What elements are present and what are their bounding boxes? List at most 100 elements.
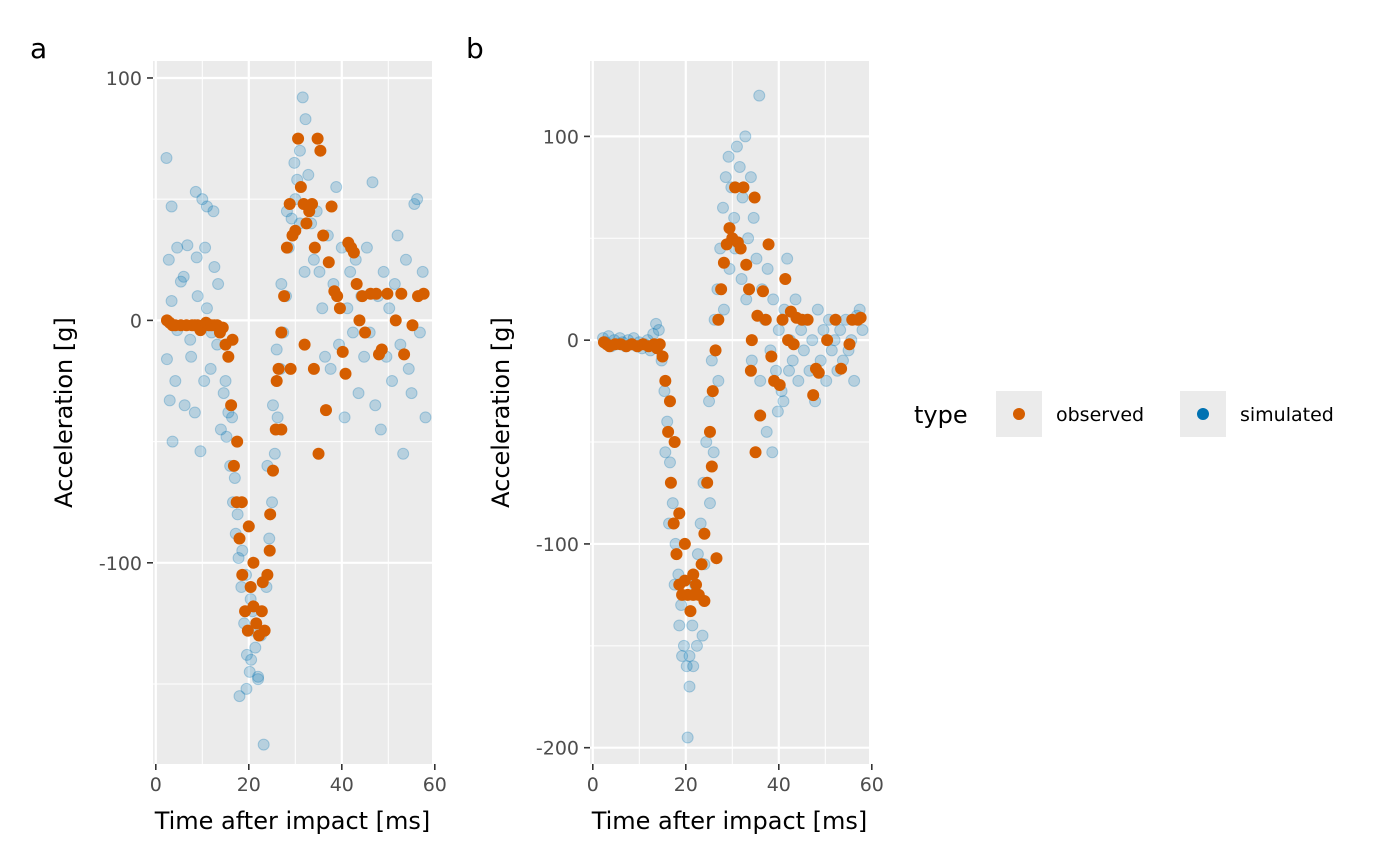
x-tick-label: 40: [330, 774, 354, 796]
panel-a: 0 20 40 60 -100 0 100 Time after impact [ms] Acc…: [30, 32, 447, 835]
point-simulated: [288, 156, 301, 169]
plot-background: [590, 61, 869, 764]
point-simulated: [293, 144, 306, 157]
point-simulated: [232, 551, 245, 564]
point-simulated: [717, 303, 730, 316]
point-observed: [801, 313, 814, 326]
point-observed: [294, 181, 307, 194]
point-simulated: [228, 471, 241, 484]
point-observed: [698, 527, 711, 540]
point-simulated: [848, 374, 861, 387]
point-observed: [659, 374, 672, 387]
series-observed: [160, 132, 430, 642]
point-simulated: [313, 265, 326, 278]
point-observed: [235, 496, 248, 509]
point-simulated: [200, 200, 213, 213]
point-simulated: [650, 317, 663, 330]
point-simulated: [220, 430, 233, 443]
point-simulated: [191, 290, 204, 303]
point-observed: [664, 476, 677, 489]
point-simulated: [745, 354, 758, 367]
x-tick-label: 0: [587, 774, 599, 796]
point-simulated: [298, 265, 311, 278]
point-simulated: [344, 265, 357, 278]
x-tick-label: 40: [767, 774, 791, 796]
point-observed: [668, 436, 681, 449]
point-observed: [807, 389, 820, 402]
point-observed: [375, 343, 388, 356]
point-simulated: [817, 323, 830, 336]
y-tick-label: 0: [567, 330, 579, 352]
point-observed: [754, 409, 767, 422]
point-simulated: [257, 738, 270, 751]
point-simulated: [198, 374, 211, 387]
point-observed: [821, 334, 834, 347]
point-observed: [306, 198, 319, 211]
point-observed: [225, 399, 238, 412]
point-simulated: [696, 629, 709, 642]
point-simulated: [792, 374, 805, 387]
point-observed: [734, 242, 747, 255]
point-simulated: [777, 395, 790, 408]
point-observed: [292, 132, 305, 145]
point-simulated: [705, 354, 718, 367]
point-simulated: [185, 350, 198, 363]
point-simulated: [736, 191, 749, 204]
point-observed: [417, 287, 430, 300]
point-simulated: [316, 302, 329, 315]
point-simulated: [825, 344, 838, 357]
point-observed: [395, 287, 408, 300]
point-simulated: [190, 251, 203, 264]
point-simulated: [266, 399, 279, 412]
point-observed: [347, 246, 360, 259]
point-observed: [244, 581, 257, 594]
point-simulated: [166, 435, 179, 448]
point-simulated: [181, 239, 194, 252]
point-observed: [227, 459, 240, 472]
point-observed: [241, 624, 254, 637]
point-simulated: [397, 447, 410, 460]
legend-label-observed: observed: [1056, 404, 1144, 426]
point-observed: [231, 435, 244, 448]
point-simulated: [231, 508, 244, 521]
point-simulated: [761, 262, 774, 275]
point-simulated: [178, 399, 191, 412]
point-observed: [389, 314, 402, 327]
point-simulated: [783, 364, 796, 377]
point-simulated: [165, 200, 178, 213]
point-simulated: [163, 394, 176, 407]
point-observed: [319, 404, 332, 417]
point-simulated: [226, 411, 239, 424]
point-observed: [701, 476, 714, 489]
x-tick-label: 60: [860, 774, 884, 796]
point-observed: [222, 350, 235, 363]
point-observed: [684, 605, 697, 618]
point-observed: [247, 556, 260, 569]
y-axis-title: Acceleration [g]: [50, 317, 78, 508]
x-tick-label: 20: [674, 774, 698, 796]
point-simulated: [165, 294, 178, 307]
point-observed: [283, 198, 296, 211]
point-simulated: [174, 275, 187, 288]
panel-tag: b: [466, 32, 484, 65]
point-simulated: [690, 639, 703, 652]
point-observed: [314, 144, 327, 157]
point-simulated: [703, 395, 716, 408]
point-simulated: [694, 517, 707, 530]
point-observed: [258, 624, 271, 637]
point-observed: [272, 362, 285, 375]
point-simulated: [677, 639, 690, 652]
point-simulated: [700, 436, 713, 449]
point-simulated: [330, 181, 343, 194]
legend-dot-observed: [1013, 408, 1025, 420]
point-simulated: [196, 193, 209, 206]
x-tick-label: 60: [423, 774, 447, 796]
point-observed: [381, 287, 394, 300]
point-simulated: [360, 241, 373, 254]
legend-dot-simulated: [1197, 408, 1209, 420]
point-simulated: [240, 682, 253, 695]
point-simulated: [661, 415, 674, 428]
point-observed: [359, 326, 372, 339]
point-observed: [308, 241, 321, 254]
legend-title: type: [914, 401, 968, 429]
